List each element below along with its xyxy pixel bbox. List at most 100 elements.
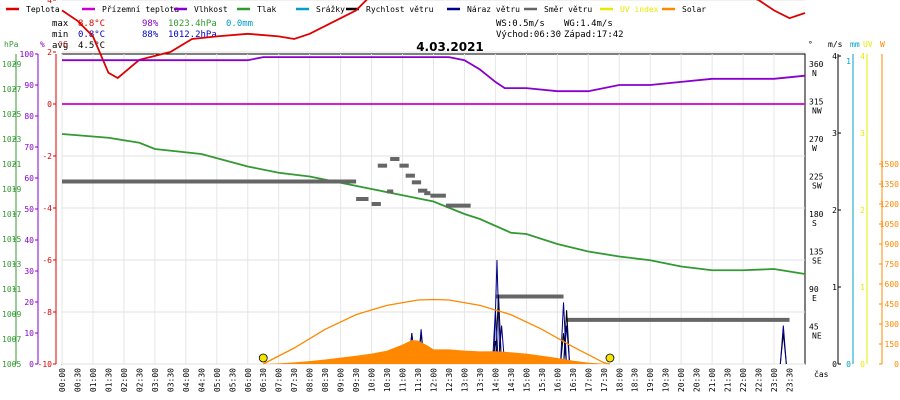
humidity-tick-label: 90 <box>24 81 34 90</box>
wind-dir-tick-label: 225 <box>809 173 824 182</box>
pressure-tick-label: 1005 <box>2 360 21 369</box>
humidity-tick-label: 60 <box>24 174 34 183</box>
wind-dir-tick-label: 180 <box>809 210 824 219</box>
unit-ms: m/s <box>828 40 843 49</box>
solar-tick-label: 1200 <box>880 200 899 209</box>
stat-max-rain: 0.0mm <box>226 19 253 29</box>
pressure-tick-label: 1009 <box>2 310 21 319</box>
x-tick-label: 19:30 <box>662 368 671 392</box>
wind-dir-tick-label: 45 <box>809 323 819 332</box>
solar-tick-label: 300 <box>885 320 900 329</box>
pressure-tick-label: 1023 <box>2 135 21 144</box>
humidity-tick-label: 50 <box>24 205 34 214</box>
unit-w: W <box>880 40 885 49</box>
x-tick-label: 05:00 <box>213 368 222 392</box>
temperature-tick-label: -10 <box>38 360 53 369</box>
solar-tick-label: 1500 <box>880 160 899 169</box>
pressure-tick-label: 1013 <box>2 260 21 269</box>
legend-label: Solar <box>682 5 706 14</box>
legend-label: Náraz větru <box>467 5 520 14</box>
sunset-marker <box>605 353 615 363</box>
wind-dir-compass-label: W <box>812 144 817 153</box>
pressure-tick-label: 1029 <box>2 60 21 69</box>
temperature-tick-label: 2 <box>47 48 52 57</box>
wind-dir-compass-label: SW <box>812 182 822 191</box>
uv-tick-label: 1 <box>860 283 865 292</box>
legend-label: Rychlost větru <box>366 5 434 14</box>
humidity-tick-label: 100 <box>20 50 35 59</box>
wind-dir-compass-label: SE <box>812 257 822 266</box>
x-tick-label: 12:30 <box>445 368 454 392</box>
humidity-tick-label: 40 <box>24 236 34 245</box>
wind-spike-n-raz-v-tru <box>779 325 787 365</box>
x-tick-label: 08:00 <box>306 368 315 392</box>
humidity-tick-label: 80 <box>24 112 34 121</box>
temperature-tick-label: 0 <box>47 100 52 109</box>
x-tick-label: 13:00 <box>460 368 469 392</box>
legend-label: Srážky <box>316 5 345 14</box>
wind-spike-n-raz-v-tru <box>493 260 501 365</box>
plot-area <box>61 0 806 365</box>
pressure-tick-label: 1015 <box>2 235 21 244</box>
sunrise-time: Východ:06:30 <box>496 30 561 40</box>
x-tick-label: 07:00 <box>275 368 284 392</box>
x-tick-label: 11:30 <box>414 368 423 392</box>
chart-title: 4.03.2021 <box>416 40 484 54</box>
solar-tick-label: 1350 <box>880 180 899 189</box>
x-tick-label: 20:00 <box>677 368 686 392</box>
x-tick-label: 17:30 <box>600 368 609 392</box>
stat-min-label: min <box>52 30 68 40</box>
x-tick-label: 13:30 <box>476 368 485 392</box>
solar-tick-label: 600 <box>885 280 900 289</box>
x-tick-label: 04:00 <box>182 368 191 392</box>
x-tick-label: 21:00 <box>708 368 717 392</box>
x-tick-label: 14:00 <box>491 368 500 392</box>
x-tick-label: 08:30 <box>321 368 330 392</box>
x-tick-label: 23:30 <box>786 368 795 392</box>
solar-tick-label: 450 <box>885 300 900 309</box>
stat-min-hum: 88% <box>142 30 159 40</box>
wind-dir-tick-label: 135 <box>809 248 824 257</box>
humidity-tick-label: 10 <box>24 329 34 338</box>
solar-tick-label: 150 <box>885 340 900 349</box>
stat-avg-label: avg <box>52 41 68 51</box>
wind-speed-tick-label: 0 <box>832 360 837 369</box>
legend-label: UV index <box>620 5 659 14</box>
x-tick-label: 15:00 <box>522 368 531 392</box>
wind-speed-tick-label: 2 <box>832 206 837 215</box>
stats-panel: max 8.8°C 98% 1023.4hPa 0.0mm min 0.8°C … <box>52 19 253 51</box>
x-tick-label: 06:00 <box>244 368 253 392</box>
x-tick-label: 03:00 <box>151 368 160 392</box>
temperature-tick-label: -6 <box>42 256 52 265</box>
wind-dir-tick-label: 90 <box>809 285 819 294</box>
wind-spike-n-raz-v-tru <box>563 325 571 365</box>
x-tick-label: 22:00 <box>739 368 748 392</box>
temperature-tick-label: -4 <box>42 204 52 213</box>
uv-tick-label: 4 <box>860 52 865 61</box>
wind-spike-n-raz-v-tru <box>498 325 506 365</box>
x-tick-label: 11:00 <box>399 368 408 392</box>
series-tlak <box>61 133 806 275</box>
x-tick-label: 17:00 <box>584 368 593 392</box>
x-tick-label: 05:30 <box>228 368 237 392</box>
pressure-tick-label: 1021 <box>2 160 21 169</box>
wind-gust-max: WG:1.4m/s <box>564 19 613 29</box>
x-tick-label: 04:30 <box>197 368 206 392</box>
wind-sun-info: WS:0.5m/s WG:1.4m/s Východ:06:30 Západ:1… <box>496 19 624 40</box>
uv-tick-label: 2 <box>860 206 865 215</box>
x-tick-label: 21:30 <box>724 368 733 392</box>
legend-label: Teplota <box>26 5 60 14</box>
humidity-tick-label: 20 <box>24 298 34 307</box>
wind-speed-tick-label: 3 <box>832 129 837 138</box>
x-tick-label: 23:00 <box>770 368 779 392</box>
legend: Teplota Přízemní teplota Vlhkost Tlak Srážky… <box>6 5 706 14</box>
pressure-tick-label: 1011 <box>2 285 21 294</box>
series-solar-area <box>263 340 610 364</box>
humidity-tick-label: 70 <box>24 143 34 152</box>
x-tick-label: 19:00 <box>646 368 655 392</box>
x-tick-label: 09:30 <box>352 368 361 392</box>
sunrise-marker <box>258 353 268 363</box>
x-tick-label: 18:30 <box>631 368 640 392</box>
x-tick-label: 00:00 <box>58 368 67 392</box>
x-tick-label: 22:30 <box>755 368 764 392</box>
